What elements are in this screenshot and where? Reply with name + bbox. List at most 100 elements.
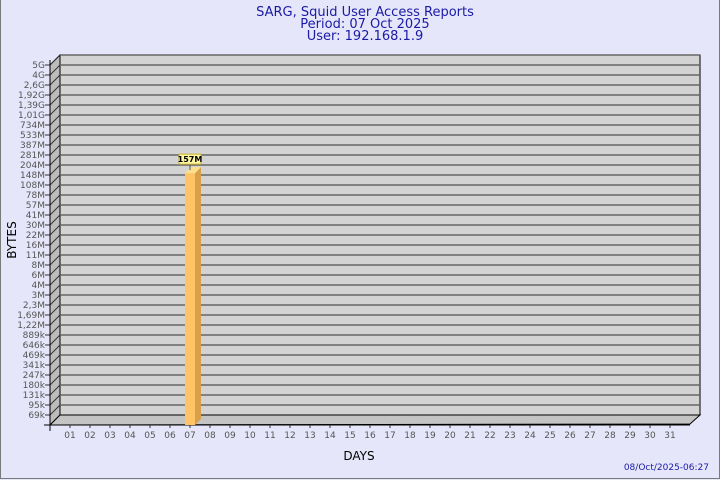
y-tick-label: 5G (32, 61, 45, 71)
x-tick-label: 18 (404, 431, 416, 441)
x-tick-label: 22 (484, 431, 495, 441)
gridline-depth (49, 354, 61, 366)
data-label: 157M (178, 155, 203, 164)
x-tick-label: 09 (224, 431, 236, 441)
gridline-depth (49, 114, 61, 126)
y-tick-label: 4G (32, 71, 45, 81)
gridline-depth (49, 334, 61, 346)
y-tick-label: 387M (20, 141, 45, 151)
bar-side (195, 167, 201, 426)
y-tick-label: 469k (23, 351, 46, 361)
x-tick-label: 07 (184, 431, 195, 441)
y-tick-label: 204M (20, 161, 45, 171)
gridline-depth (49, 134, 61, 146)
chart-title: SARG, Squid User Access Reports (256, 5, 474, 20)
y-tick-label: 1,22M (17, 321, 45, 331)
x-tick-label: 14 (324, 431, 336, 441)
x-tick-label: 15 (344, 431, 355, 441)
gridline-depth (49, 254, 61, 266)
gridline-depth (49, 394, 61, 406)
gridline-depth (49, 184, 61, 196)
x-tick-label: 02 (84, 431, 95, 441)
y-tick-label: 148M (20, 171, 45, 181)
x-tick-label: 17 (384, 431, 395, 441)
y-tick-label: 180k (23, 381, 46, 391)
chart-user: User: 192.168.1.9 (307, 29, 423, 44)
x-tick-label: 19 (424, 431, 436, 441)
gridline-depth (49, 144, 61, 156)
x-axis-label: DAYS (343, 449, 374, 463)
y-tick-label: 108M (20, 181, 45, 191)
gridline-depth (49, 264, 61, 276)
y-tick-label: 131k (23, 391, 46, 401)
footer-timestamp: 08/Oct/2025-06:27 (624, 463, 709, 473)
y-tick-label: 2,3M (23, 301, 45, 311)
gridline-depth (49, 234, 61, 246)
x-tick-label: 20 (444, 431, 456, 441)
x-tick-label: 24 (524, 431, 536, 441)
x-tick-label: 16 (364, 431, 376, 441)
gridline-depth (49, 314, 61, 326)
y-tick-label: 1,69M (17, 311, 45, 321)
y-tick-label: 646k (23, 341, 46, 351)
y-axis-label: BYTES (5, 221, 19, 258)
y-tick-label: 3M (32, 291, 46, 301)
x-tick-label: 12 (284, 431, 295, 441)
y-tick-label: 734M (20, 121, 45, 131)
gridline-depth (49, 384, 61, 396)
x-tick-label: 04 (124, 431, 136, 441)
x-tick-label: 03 (104, 431, 115, 441)
gridline-depth (49, 174, 61, 186)
y-tick-label: 57M (26, 201, 45, 211)
x-tick-label: 11 (264, 431, 275, 441)
gridline-depth (49, 294, 61, 306)
y-tick-label: 889k (23, 331, 46, 341)
gridline-depth (49, 194, 61, 206)
gridline-depth (49, 274, 61, 286)
plot-floor (48, 414, 702, 426)
gridline-depth (49, 324, 61, 336)
y-tick-label: 247k (23, 371, 46, 381)
gridline-depth (49, 364, 61, 376)
y-tick-label: 16M (26, 241, 45, 251)
x-tick-label: 21 (464, 431, 475, 441)
gridline-depth (49, 84, 61, 96)
x-tick-label: 10 (244, 431, 256, 441)
x-tick-label: 30 (644, 431, 656, 441)
y-tick-label: 41M (26, 211, 45, 221)
y-tick-label: 8M (32, 261, 46, 271)
y-tick-label: 4M (32, 281, 46, 291)
x-tick-label: 23 (504, 431, 515, 441)
gridline-depth (49, 154, 61, 166)
y-tick-label: 11M (26, 251, 45, 261)
x-tick-label: 08 (204, 431, 216, 441)
data-label-box (178, 153, 202, 165)
gridline-depth (49, 304, 61, 316)
gridline-depth (49, 224, 61, 236)
gridline-depth (49, 244, 61, 256)
y-tick-label: 341k (23, 361, 46, 371)
gridline-depth (49, 164, 61, 176)
y-tick-label: 95k (28, 401, 45, 411)
y-tick-label: 69k (28, 411, 45, 421)
gridline-depth (49, 204, 61, 216)
chart-period: Period: 07 Oct 2025 (300, 17, 429, 32)
x-tick-label: 06 (164, 431, 176, 441)
gridline-depth (49, 214, 61, 226)
x-tick-label: 26 (564, 431, 576, 441)
y-tick-label: 2,6G (24, 81, 45, 91)
gridline-depth (49, 94, 61, 106)
gridline-depth (49, 124, 61, 136)
x-tick-label: 05 (144, 431, 155, 441)
x-tick-label: 25 (544, 431, 555, 441)
y-tick-label: 1,01G (18, 111, 45, 121)
x-tick-label: 29 (624, 431, 636, 441)
y-tick-label: 78M (26, 191, 45, 201)
y-tick-label: 30M (26, 221, 45, 231)
bar (185, 173, 195, 425)
x-tick-label: 13 (304, 431, 315, 441)
y-tick-label: 6M (32, 271, 46, 281)
y-tick-label: 533M (20, 131, 45, 141)
gridline-depth (49, 74, 61, 86)
